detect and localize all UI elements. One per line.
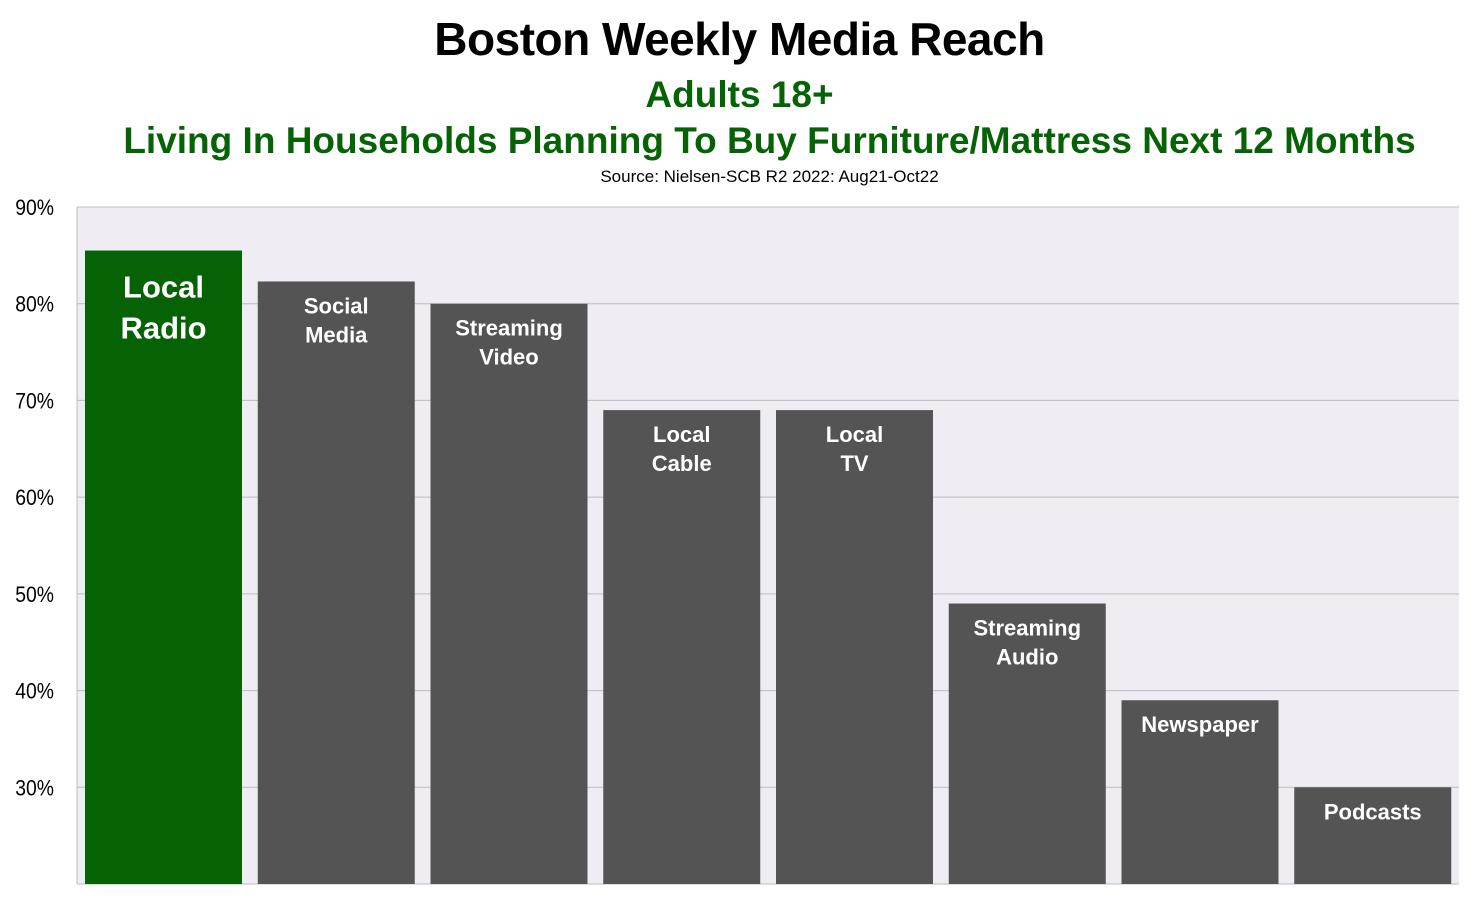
bar — [948, 603, 1106, 884]
chart-subtitle-2: Living In Households Planning To Buy Fur… — [123, 120, 1416, 161]
bar — [1294, 787, 1452, 884]
y-tick-label: 80% — [15, 293, 54, 317]
bar — [430, 303, 588, 884]
y-tick-label: 60% — [15, 486, 54, 510]
bar — [603, 410, 761, 884]
bar-label: Social Media — [304, 293, 369, 347]
chart-title: Boston Weekly Media Reach — [434, 13, 1045, 65]
bar — [257, 281, 415, 885]
bar — [776, 410, 933, 884]
y-tick-label: 90% — [15, 196, 54, 220]
bar-label: Newspaper — [1141, 712, 1259, 737]
bar-label: Local Cable — [652, 422, 712, 476]
y-tick-label: 40% — [15, 679, 54, 703]
y-tick-label: 70% — [15, 389, 54, 413]
y-tick-label: 30% — [15, 776, 54, 800]
bar — [1121, 700, 1279, 884]
bar-label: Streaming Audio — [973, 616, 1081, 670]
bar-label: Podcasts — [1324, 799, 1422, 824]
bar — [85, 250, 242, 884]
bar-label: Streaming Video — [455, 316, 563, 370]
chart-source: Source: Nielsen-SCB R2 2022: Aug21-Oct22 — [600, 167, 939, 186]
y-tick-label: 50% — [15, 583, 54, 607]
bar-label: Local TV — [826, 422, 883, 476]
chart-subtitle: Adults 18+ — [645, 74, 834, 115]
bar-label: Local Radio — [120, 270, 206, 346]
